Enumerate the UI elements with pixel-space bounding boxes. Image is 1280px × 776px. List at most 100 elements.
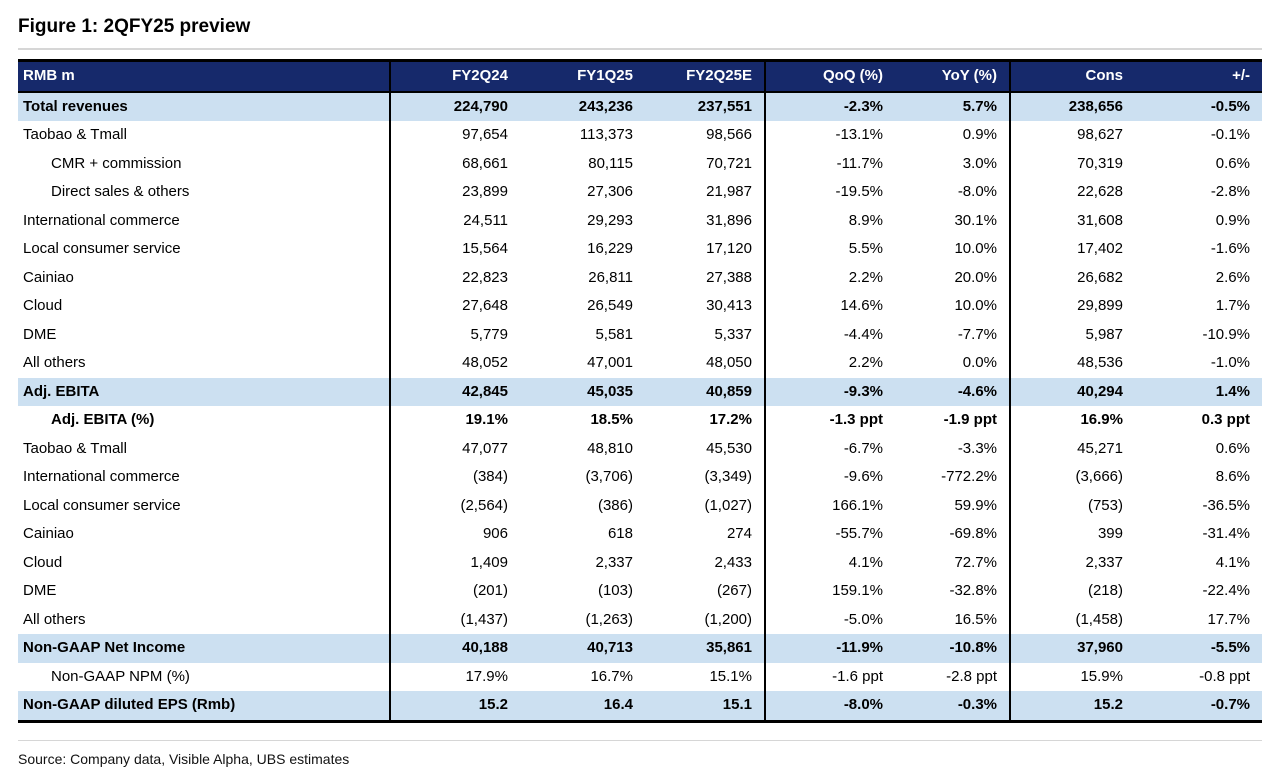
- value-cell: 238,656: [1010, 91, 1135, 121]
- value-cell: -8.0%: [895, 178, 1011, 207]
- value-cell: -1.3 ppt: [829, 411, 883, 428]
- row-label-cell: Taobao & Tmall: [18, 434, 391, 463]
- value-cell: 29,293: [587, 211, 633, 229]
- column-header: QoQ (%): [765, 60, 895, 93]
- row-label-cell: DME: [18, 320, 391, 349]
- value-cell: -11.7%: [836, 154, 883, 172]
- value-cell: 15.9%: [1080, 667, 1123, 685]
- value-cell: -36.5%: [1202, 496, 1250, 514]
- value-cell: -31.4%: [1202, 525, 1250, 542]
- row-label-cell: Direct sales & others: [18, 178, 391, 207]
- value-cell: 16.9%: [1080, 411, 1123, 428]
- value-cell: -7.7%: [895, 320, 1011, 349]
- value-cell: -2.8 ppt: [895, 662, 1011, 691]
- value-cell: 17,402: [1077, 240, 1123, 257]
- value-cell: (1,263): [585, 610, 633, 628]
- value-cell: 68,661: [462, 154, 508, 172]
- value-cell: -22.4%: [1202, 582, 1250, 599]
- value-cell: 18.5%: [590, 411, 633, 428]
- value-cell: (386): [597, 496, 633, 514]
- value-cell: 399: [1097, 525, 1123, 542]
- value-cell: (3,706): [585, 468, 633, 485]
- value-cell: 40,713: [520, 634, 645, 663]
- value-cell: (103): [597, 582, 633, 599]
- value-cell: 15.1%: [645, 662, 766, 691]
- value-cell: 16,229: [587, 240, 633, 257]
- value-cell: 27,388: [645, 263, 766, 292]
- value-cell: 21,987: [645, 178, 766, 207]
- value-cell: 37,960: [1010, 634, 1135, 663]
- value-cell: 40,294: [1010, 377, 1135, 406]
- value-cell: 59.9%: [895, 491, 1011, 520]
- value-cell: 10.0%: [895, 235, 1011, 264]
- row-label-cell: Local consumer service: [18, 491, 391, 520]
- value-cell: -10.9%: [1202, 325, 1250, 343]
- preview-table: RMB m FY2Q24 FY1Q25 FY2Q25E QoQ (%) YoY (%) Co…: [18, 59, 1262, 723]
- row-label-cell: International commerce: [18, 206, 391, 235]
- table-body: Total revenues 224,790 243,236 237,551 -2.3%…: [18, 91, 1262, 721]
- row-label-cell: Total revenues: [18, 91, 391, 121]
- value-cell: 5.5%: [848, 240, 883, 257]
- value-cell: -1.6 ppt: [832, 667, 883, 685]
- value-cell: 16.5%: [895, 605, 1011, 634]
- column-header: RMB m: [18, 60, 391, 93]
- column-header: +/-: [1135, 60, 1262, 93]
- value-cell: 15.1: [645, 691, 766, 721]
- column-header: FY1Q25: [520, 60, 645, 93]
- value-cell: (3,666): [1075, 468, 1123, 485]
- table-header: RMB m FY2Q24 FY1Q25 FY2Q25E QoQ (%) YoY (%) Co…: [18, 60, 1262, 93]
- value-cell: 48,050: [645, 349, 766, 378]
- table-row: All others (1,437) (1,263) (1,200) -5.0% 16.5…: [18, 605, 1262, 634]
- value-cell: 29,899: [1077, 297, 1123, 314]
- value-cell: 1.7%: [1215, 297, 1250, 314]
- value-cell: -1.6%: [1210, 240, 1250, 257]
- source-note: Source: Company data, Visible Alpha, UBS…: [18, 750, 350, 767]
- value-cell: 40,188: [390, 634, 520, 663]
- value-cell: 0.9%: [1215, 211, 1250, 229]
- value-cell: 0.9%: [895, 121, 1011, 150]
- value-cell: 5.7%: [895, 91, 1011, 121]
- row-label-cell: Non-GAAP Net Income: [18, 634, 391, 663]
- value-cell: (753): [1087, 496, 1123, 514]
- table-row: DME (201) (103) (267) 159.1% -32.8% (218) -22.4…: [18, 577, 1262, 606]
- value-cell: 166.1%: [832, 496, 883, 514]
- value-cell: 97,654: [462, 126, 508, 143]
- table-row: Non-GAAP Net Income 40,188 40,713 35,861 -11…: [18, 634, 1262, 663]
- value-cell: 15,564: [462, 240, 508, 257]
- value-cell: 98,627: [1077, 126, 1123, 143]
- row-label-cell: Non-GAAP NPM (%): [18, 662, 391, 691]
- value-cell: 16.7%: [590, 667, 633, 685]
- value-cell: 17,120: [645, 235, 766, 264]
- value-cell: 17.9%: [465, 667, 508, 685]
- value-cell: 2.2%: [848, 268, 883, 286]
- value-cell: 5,987: [1085, 325, 1123, 343]
- value-cell: -1.0%: [1210, 354, 1250, 371]
- row-label-cell: Cainiao: [18, 520, 391, 549]
- value-cell: 0.3 ppt: [1201, 411, 1250, 428]
- value-cell: 23,899: [462, 183, 508, 200]
- value-cell: -0.8 ppt: [1199, 667, 1250, 685]
- value-cell: 2,337: [1085, 553, 1123, 571]
- table-row: Cloud 1,409 2,337 2,433 4.1% 72.7% 2,337 4.1%: [18, 548, 1262, 577]
- value-cell: -772.2%: [895, 463, 1011, 492]
- column-header: Cons: [1010, 60, 1135, 93]
- column-header: FY2Q25E: [645, 60, 766, 93]
- value-cell: 8.6%: [1215, 468, 1250, 485]
- value-cell: 70,721: [645, 149, 766, 178]
- table-row: Adj. EBITA (%) 19.1% 18.5% 17.2% -1.3 ppt -1.…: [18, 406, 1262, 435]
- value-cell: 237,551: [645, 91, 766, 121]
- table-row: Non-GAAP NPM (%) 17.9% 16.7% 15.1% -1.6 ppt -…: [18, 662, 1262, 691]
- table-row: International commerce (384) (3,706) (3,349…: [18, 463, 1262, 492]
- value-cell: 5,779: [470, 325, 508, 343]
- table-row: Local consumer service 15,564 16,229 17,120…: [18, 235, 1262, 264]
- value-cell: (384): [472, 468, 508, 485]
- table-row: Cainiao 22,823 26,811 27,388 2.2% 20.0% 26,682…: [18, 263, 1262, 292]
- figure-title: Figure 1: 2QFY25 preview: [18, 16, 251, 37]
- row-label-cell: Cloud: [18, 548, 391, 577]
- value-cell: 15.2: [1010, 691, 1135, 721]
- value-cell: 113,373: [579, 126, 633, 143]
- value-cell: -1.9 ppt: [895, 406, 1011, 435]
- value-cell: 2.2%: [848, 354, 883, 371]
- value-cell: 30.1%: [895, 206, 1011, 235]
